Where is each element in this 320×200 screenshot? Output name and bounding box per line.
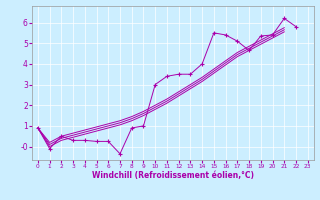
X-axis label: Windchill (Refroidissement éolien,°C): Windchill (Refroidissement éolien,°C) xyxy=(92,171,254,180)
